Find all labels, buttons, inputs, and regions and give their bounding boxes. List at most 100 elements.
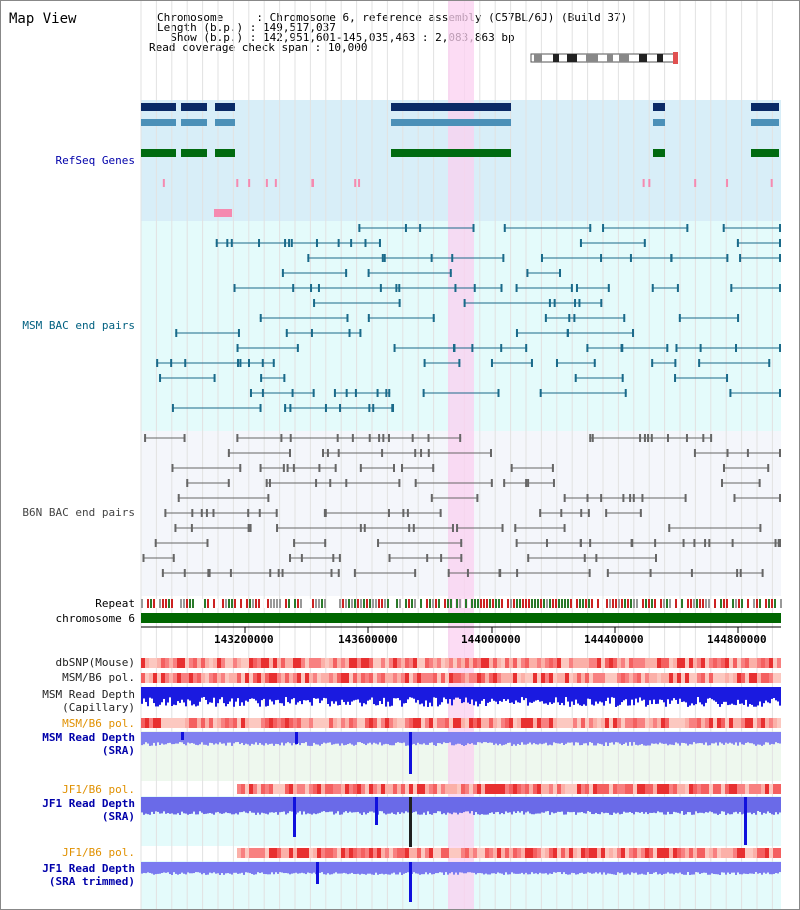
b6n-bac-pair-end [456,524,459,532]
msm-cap-depth-bar [549,687,551,703]
dbsnp-cell [569,658,573,668]
msm-sra-depth-bar [627,732,629,746]
repeat-element [714,599,716,608]
jf1-trim-depth-bar [475,862,477,875]
msm-pol-cell [617,673,621,683]
jf1-sra-depth-bar [307,797,309,814]
jf1-sra-depth-bar [273,797,275,813]
jf1-pol2-cell [641,848,645,858]
track-label-b6n-bac[interactable]: B6N BAC end pairs [22,506,135,519]
msm-bac-pair-end [515,284,518,292]
msm-bac-pair-end [368,404,371,412]
track-label-jf1-pol-2[interactable]: JF1/B6 pol. [62,846,135,859]
jf1-sra-depth-bar [559,797,561,812]
jf1-trim-depth-bar [751,862,753,874]
jf1-sra-depth-bar [755,797,757,815]
dbsnp-cell [545,658,549,668]
jf1-trim-depth-bar [467,862,469,873]
jf1-sra-depth-bar [179,797,181,815]
jf1-trim-depth-bar [689,862,691,875]
jf1-trim-depth-bar [195,862,197,873]
track-label-msm-bac[interactable]: MSM BAC end pairs [22,319,135,332]
jf1-trim-depth-bar [505,862,507,873]
msm-sra-depth-bar [237,732,239,743]
dbsnp-cell [377,658,381,668]
msm-sra-depth-bar [677,732,679,744]
jf1-pol2-cell [253,848,257,858]
repeat-element [174,599,176,608]
msm-bac-pair-end [568,314,571,322]
msm-pol2-cell [733,718,737,728]
msm-sra-depth-bar [239,732,241,745]
jf1-trim-depth-bar [235,862,237,873]
track-label-msm-depth-sra-1[interactable]: MSM Read Depth [42,731,135,744]
msm-sra-depth-bar [151,732,153,746]
msm-cap-depth-bar [761,687,763,707]
jf1-pol-cell [685,784,689,794]
msm-cap-depth-bar [497,687,499,705]
repeat-element [636,599,638,608]
jf1-pol2-cell [597,848,601,858]
msm-bac-pair-end [578,299,581,307]
msm-sra-depth-bar [537,732,539,745]
track-label-refseq[interactable]: RefSeq Genes [55,154,135,167]
jf1-pol2-cell [361,848,365,858]
dbsnp-cell [365,658,369,668]
msm-cap-depth-bar [515,687,517,701]
msm-cap-depth-bar [345,687,347,705]
msm-cap-depth-bar [601,687,603,703]
jf1-trim-depth-bar [533,862,535,874]
msm-cap-depth-bar [495,687,497,702]
jf1-trim-depth-bar [715,862,717,875]
msm-cap-depth-bar [365,687,367,705]
jf1-sra-depth-bar [473,797,475,815]
msm-bac-pair-end [364,239,367,247]
jf1-sra-depth-bar [529,797,531,814]
b6n-bac-pair-end [668,524,671,532]
track-label-jf1-pol-1[interactable]: JF1/B6 pol. [62,783,135,796]
jf1-sra-depth-bar [475,797,477,813]
b6n-bac-pair-end [406,509,409,517]
jf1-sra-depth-bar [305,797,307,815]
jf1-sra-depth-bar [151,797,153,812]
jf1-sra-depth-bar [159,797,161,814]
msm-pol-cell [473,673,477,683]
msm-sra-depth-bar [219,732,221,743]
track-label-dbsnp[interactable]: dbSNP(Mouse) [55,656,135,669]
msm-bac-pair-end [674,374,677,382]
msm-pol2-cell [553,718,557,728]
msm-sra-depth-bar [599,732,601,744]
jf1-trim-depth-bar [287,862,289,874]
jf1-sra-depth-bar [647,797,649,815]
dbsnp-cell [345,658,349,668]
msm-cap-depth-bar [399,687,401,701]
msm-bac-pair-end [398,284,401,292]
jf1-sra-depth-bar [183,797,185,814]
msm-sra-depth-bar [355,732,357,745]
repeat-element [153,599,155,608]
track-label-jf1-depth-1[interactable]: JF1 Read Depth [42,797,135,810]
b6n-bac-pair-end [759,524,762,532]
track-label-msm-pol-2[interactable]: MSM/B6 pol. [62,717,135,730]
jf1-sra-depth-bar [609,797,611,815]
jf1-trim-depth-bar [521,862,523,873]
track-label-msm-pol-1[interactable]: MSM/B6 pol. [62,671,135,684]
b6n-bac-pair-end [779,449,781,457]
dbsnp-cell [161,658,165,668]
msm-pol2-cell [525,718,529,728]
jf1-pol-cell [529,784,533,794]
msm-pol2-cell [165,718,169,728]
dbsnp-cell [309,658,313,668]
track-label-chromosome[interactable]: chromosome 6 [55,612,135,625]
track-label-msm-depth-cap-1[interactable]: MSM Read Depth [42,688,135,701]
repeat-element [663,599,665,608]
repeat-element [390,599,392,608]
track-label-repeat[interactable]: Repeat [95,597,135,610]
jf1-pol2-cell [289,848,293,858]
jf1-pol2-cell [581,848,585,858]
repeat-element [342,599,344,608]
jf1-sra-depth-bar [499,797,501,815]
track-label-jf1-trim-1[interactable]: JF1 Read Depth [42,862,135,875]
ideogram-band [586,54,598,62]
